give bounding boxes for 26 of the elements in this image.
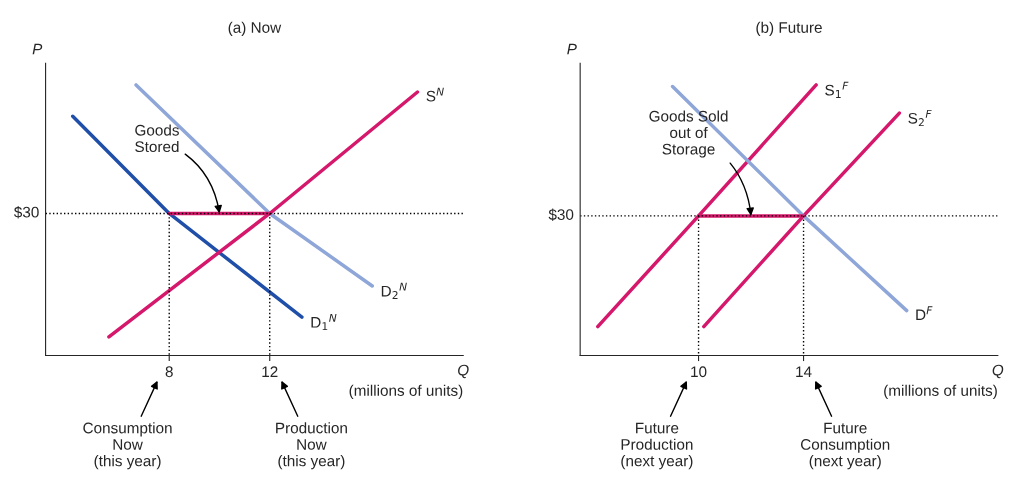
x-axis-title: Q <box>458 364 469 379</box>
x-tick-label: 8 <box>165 366 173 378</box>
series-label: D$_{2}$$^{N}$ <box>381 282 407 299</box>
text: Production Now (this year) <box>276 422 347 470</box>
text: $30 <box>14 206 39 219</box>
text: (millions of units) <box>349 384 463 399</box>
text: Consumption Now (this year) <box>83 422 172 470</box>
series-label: S$^{N}$ <box>426 87 444 102</box>
series-label: D$_{1}$$^{N}$ <box>311 313 337 331</box>
chart-title: (a) Now <box>228 21 282 36</box>
text: (millions of units) <box>884 384 997 399</box>
series-label: S$_{2}$$^{F}$ <box>908 109 932 127</box>
text: Future Production (next year) <box>621 422 693 470</box>
x-axis-title: Q <box>992 364 1004 379</box>
x-tick-label: 12 <box>262 366 278 377</box>
y-axis-title: P <box>32 43 43 55</box>
annotation: Goods Stored <box>135 124 179 153</box>
text: Future Consumption (next year) <box>800 422 890 470</box>
annotation: Goods Sold out of Storage <box>649 110 728 158</box>
x-tick-label: 14 <box>796 366 812 377</box>
y-axis-title: P <box>567 43 577 55</box>
series-label: S$_{1}$$^{F}$ <box>825 81 849 98</box>
chart-title: (b) Future <box>756 21 822 36</box>
text: $30 <box>548 208 574 221</box>
series-label: D$^{F}$ <box>916 306 933 320</box>
x-tick-label: 10 <box>691 366 707 378</box>
